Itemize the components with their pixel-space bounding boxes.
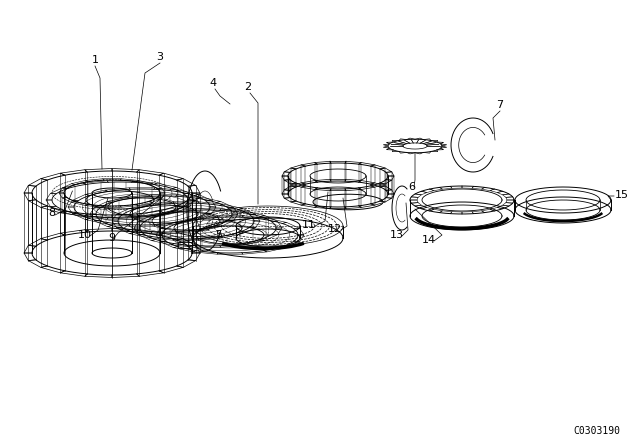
- Text: 11: 11: [302, 220, 316, 230]
- Text: 3: 3: [157, 52, 163, 62]
- Text: 15: 15: [615, 190, 629, 200]
- Text: 8: 8: [48, 208, 55, 218]
- Text: 7: 7: [497, 100, 504, 110]
- Text: 10: 10: [78, 230, 92, 240]
- Text: 5: 5: [215, 230, 222, 240]
- Text: 14: 14: [422, 235, 436, 245]
- Text: 1: 1: [92, 55, 99, 65]
- Text: 6: 6: [408, 182, 415, 192]
- Text: 9: 9: [108, 233, 115, 243]
- Text: 4: 4: [209, 78, 216, 88]
- Text: C0303190: C0303190: [573, 426, 620, 436]
- Text: 13: 13: [390, 230, 404, 240]
- Text: 12: 12: [328, 224, 342, 234]
- Text: 2: 2: [244, 82, 252, 92]
